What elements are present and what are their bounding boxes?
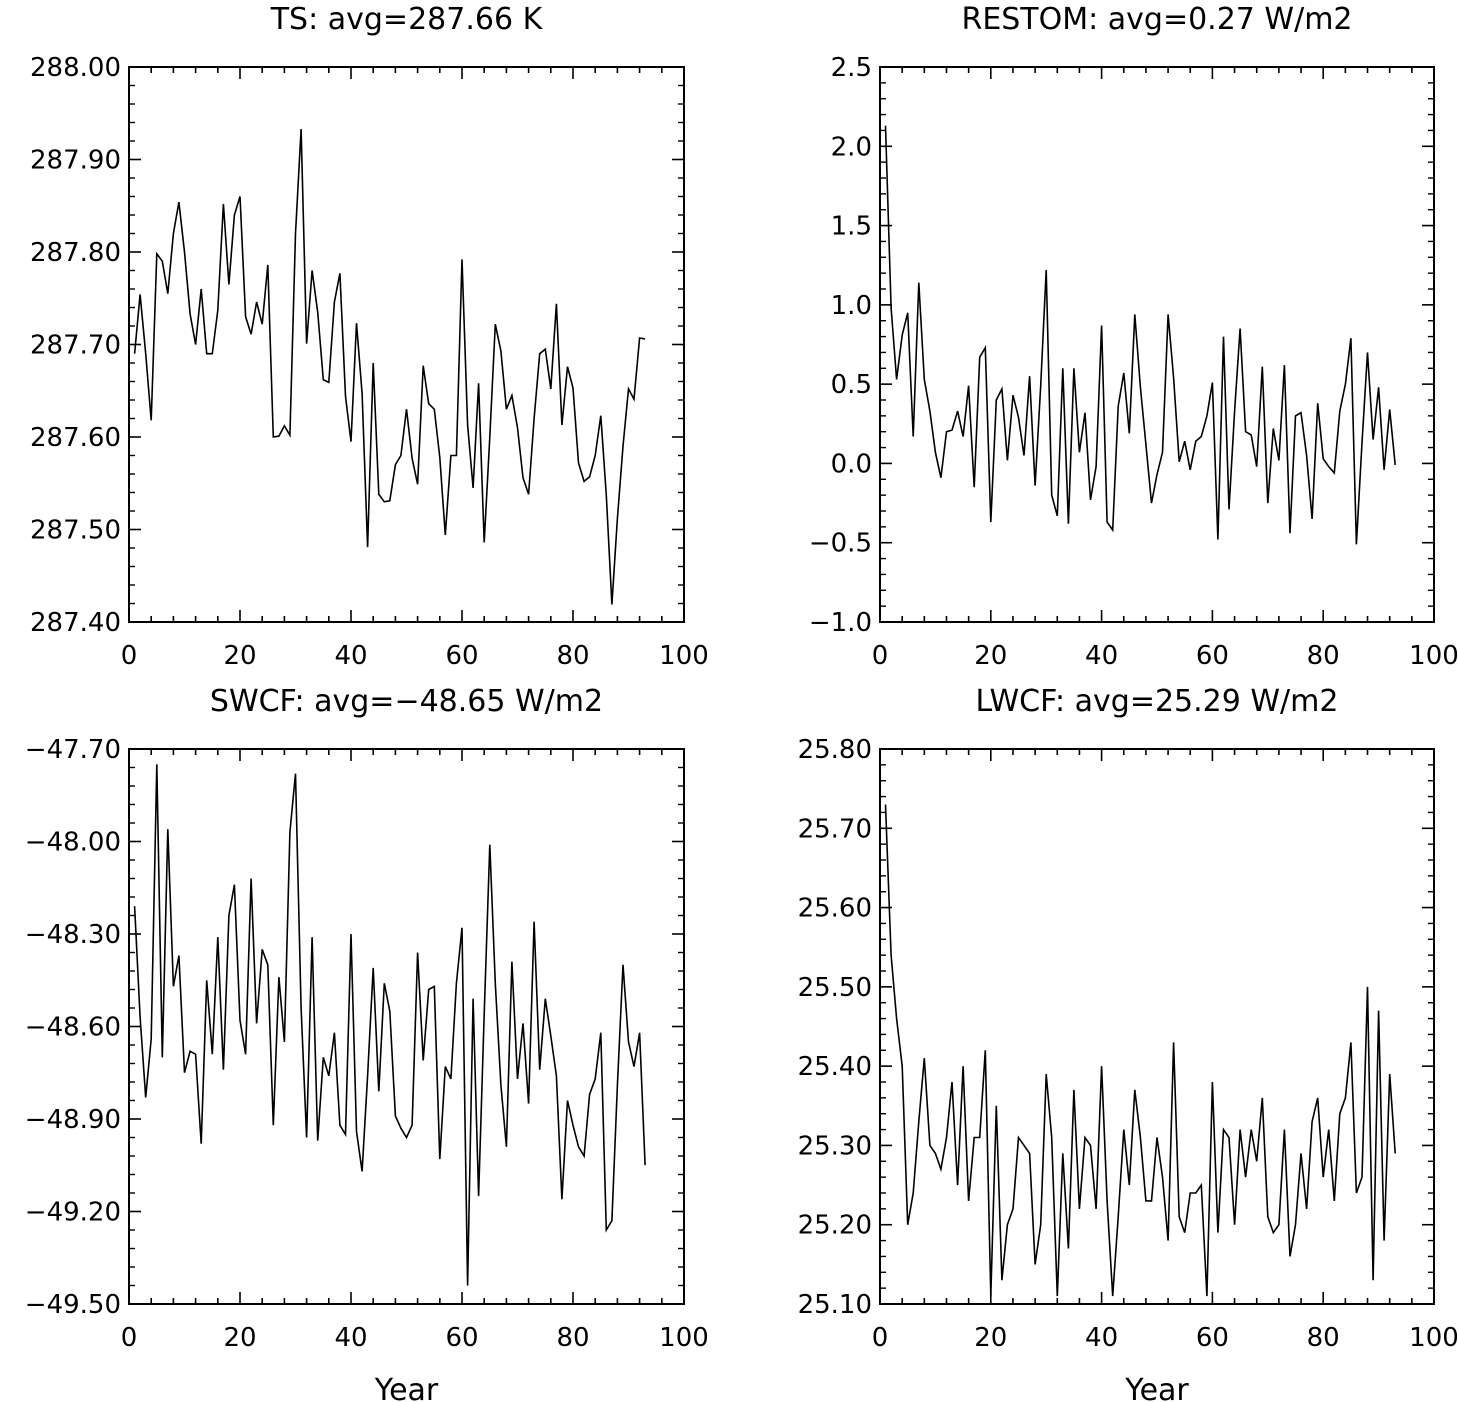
lwcf-x-tick-label: 60	[1196, 1323, 1229, 1353]
lwcf-y-tick-label: 25.10	[798, 1290, 872, 1320]
ts-x-tick-label: 60	[445, 641, 478, 671]
lwcf-x-tick-label: 20	[974, 1323, 1007, 1353]
ts-x-tick-label: 0	[121, 641, 138, 671]
ts-y-tick-label: 287.80	[30, 238, 121, 268]
lwcf-panel: LWCF: avg=25.29 W/m2 0 20 40 60 80 100 25.10 25.…	[798, 684, 1458, 1402]
restom-panel: RESTOM: avg=0.27 W/m2 0 20 40 60 80 100 −1.0 −0.…	[809, 2, 1458, 671]
swcf-series-line	[133, 764, 646, 1286]
swcf-x-tick-label: 60	[445, 1323, 478, 1353]
swcf-panel: SWCF: avg=−48.65 W/m2 0 20 40 60 80 100 −49.50 −…	[25, 684, 709, 1402]
swcf-x-tick-label: 100	[659, 1323, 709, 1353]
restom-title: RESTOM: avg=0.27 W/m2	[961, 2, 1352, 37]
lwcf-x-tick-label: 0	[872, 1323, 889, 1353]
restom-y-tick-label: 1.5	[831, 212, 872, 242]
lwcf-plot-frame	[879, 748, 1435, 1305]
swcf-x-axis-label: Year	[374, 1373, 439, 1402]
ts-series-line	[133, 128, 646, 605]
restom-x-tick-label: 20	[974, 641, 1007, 671]
ts-y-tick-label: 288.00	[30, 53, 121, 83]
lwcf-y-tick-label: 25.80	[798, 735, 872, 765]
restom-y-tick-label: 0.5	[831, 370, 872, 400]
swcf-y-tick-label: −48.90	[25, 1105, 121, 1135]
restom-y-tick-label: 2.5	[831, 53, 872, 83]
swcf-plot-frame	[128, 748, 685, 1305]
restom-plot-frame	[879, 66, 1435, 623]
swcf-y-tick-label: −49.20	[25, 1198, 121, 1228]
ts-y-tick-label: 287.50	[30, 516, 121, 546]
lwcf-y-tick-label: 25.20	[798, 1211, 872, 1241]
ts-y-tick-label: 287.40	[30, 608, 121, 638]
lwcf-x-tick-label: 40	[1085, 1323, 1118, 1353]
swcf-y-tick-label: −48.30	[25, 920, 121, 950]
lwcf-y-tick-label: 25.50	[798, 973, 872, 1003]
swcf-title: SWCF: avg=−48.65 W/m2	[210, 684, 603, 719]
restom-x-tick-label: 40	[1085, 641, 1118, 671]
lwcf-y-tick-label: 25.40	[798, 1052, 872, 1082]
lwcf-title: LWCF: avg=25.29 W/m2	[976, 684, 1339, 719]
ts-y-tick-label: 287.70	[30, 331, 121, 361]
ts-x-tick-label: 40	[334, 641, 367, 671]
restom-y-tick-label: 0.0	[831, 449, 872, 479]
swcf-x-tick-label: 40	[334, 1323, 367, 1353]
lwcf-x-axis-label: Year	[1124, 1373, 1189, 1402]
restom-x-tick-label: 80	[1307, 641, 1340, 671]
swcf-x-tick-label: 20	[223, 1323, 256, 1353]
ts-x-tick-label: 80	[556, 641, 589, 671]
ts-x-tick-label: 100	[659, 641, 709, 671]
lwcf-series-line	[884, 804, 1396, 1297]
lwcf-x-tick-label: 100	[1409, 1323, 1458, 1353]
ts-x-tick-label: 20	[223, 641, 256, 671]
swcf-y-tick-label: −48.60	[25, 1013, 121, 1043]
ts-y-tick-label: 287.90	[30, 146, 121, 176]
ts-plot-frame	[128, 66, 685, 623]
restom-y-tick-label: 2.0	[831, 132, 872, 162]
restom-y-tick-label: −1.0	[809, 608, 872, 638]
ts-title: TS: avg=287.66 K	[270, 2, 544, 37]
restom-y-tick-label: −0.5	[809, 529, 872, 559]
restom-series-line	[884, 125, 1396, 545]
lwcf-y-tick-label: 25.30	[798, 1131, 872, 1161]
swcf-y-tick-label: −47.70	[25, 735, 121, 765]
restom-x-tick-label: 100	[1409, 641, 1458, 671]
restom-x-tick-label: 60	[1196, 641, 1229, 671]
lwcf-x-tick-label: 80	[1307, 1323, 1340, 1353]
swcf-y-tick-label: −49.50	[25, 1290, 121, 1320]
swcf-y-tick-label: −48.00	[25, 828, 121, 858]
restom-x-tick-label: 0	[872, 641, 889, 671]
ts-y-tick-label: 287.60	[30, 423, 121, 453]
lwcf-y-tick-label: 25.70	[798, 814, 872, 844]
lwcf-y-tick-label: 25.60	[798, 894, 872, 924]
swcf-x-tick-label: 0	[121, 1323, 138, 1353]
restom-y-tick-label: 1.0	[831, 291, 872, 321]
swcf-x-tick-label: 80	[556, 1323, 589, 1353]
ts-panel: TS: avg=287.66 K 0 20 40 60 80 100 287.40 287.50…	[30, 2, 709, 671]
